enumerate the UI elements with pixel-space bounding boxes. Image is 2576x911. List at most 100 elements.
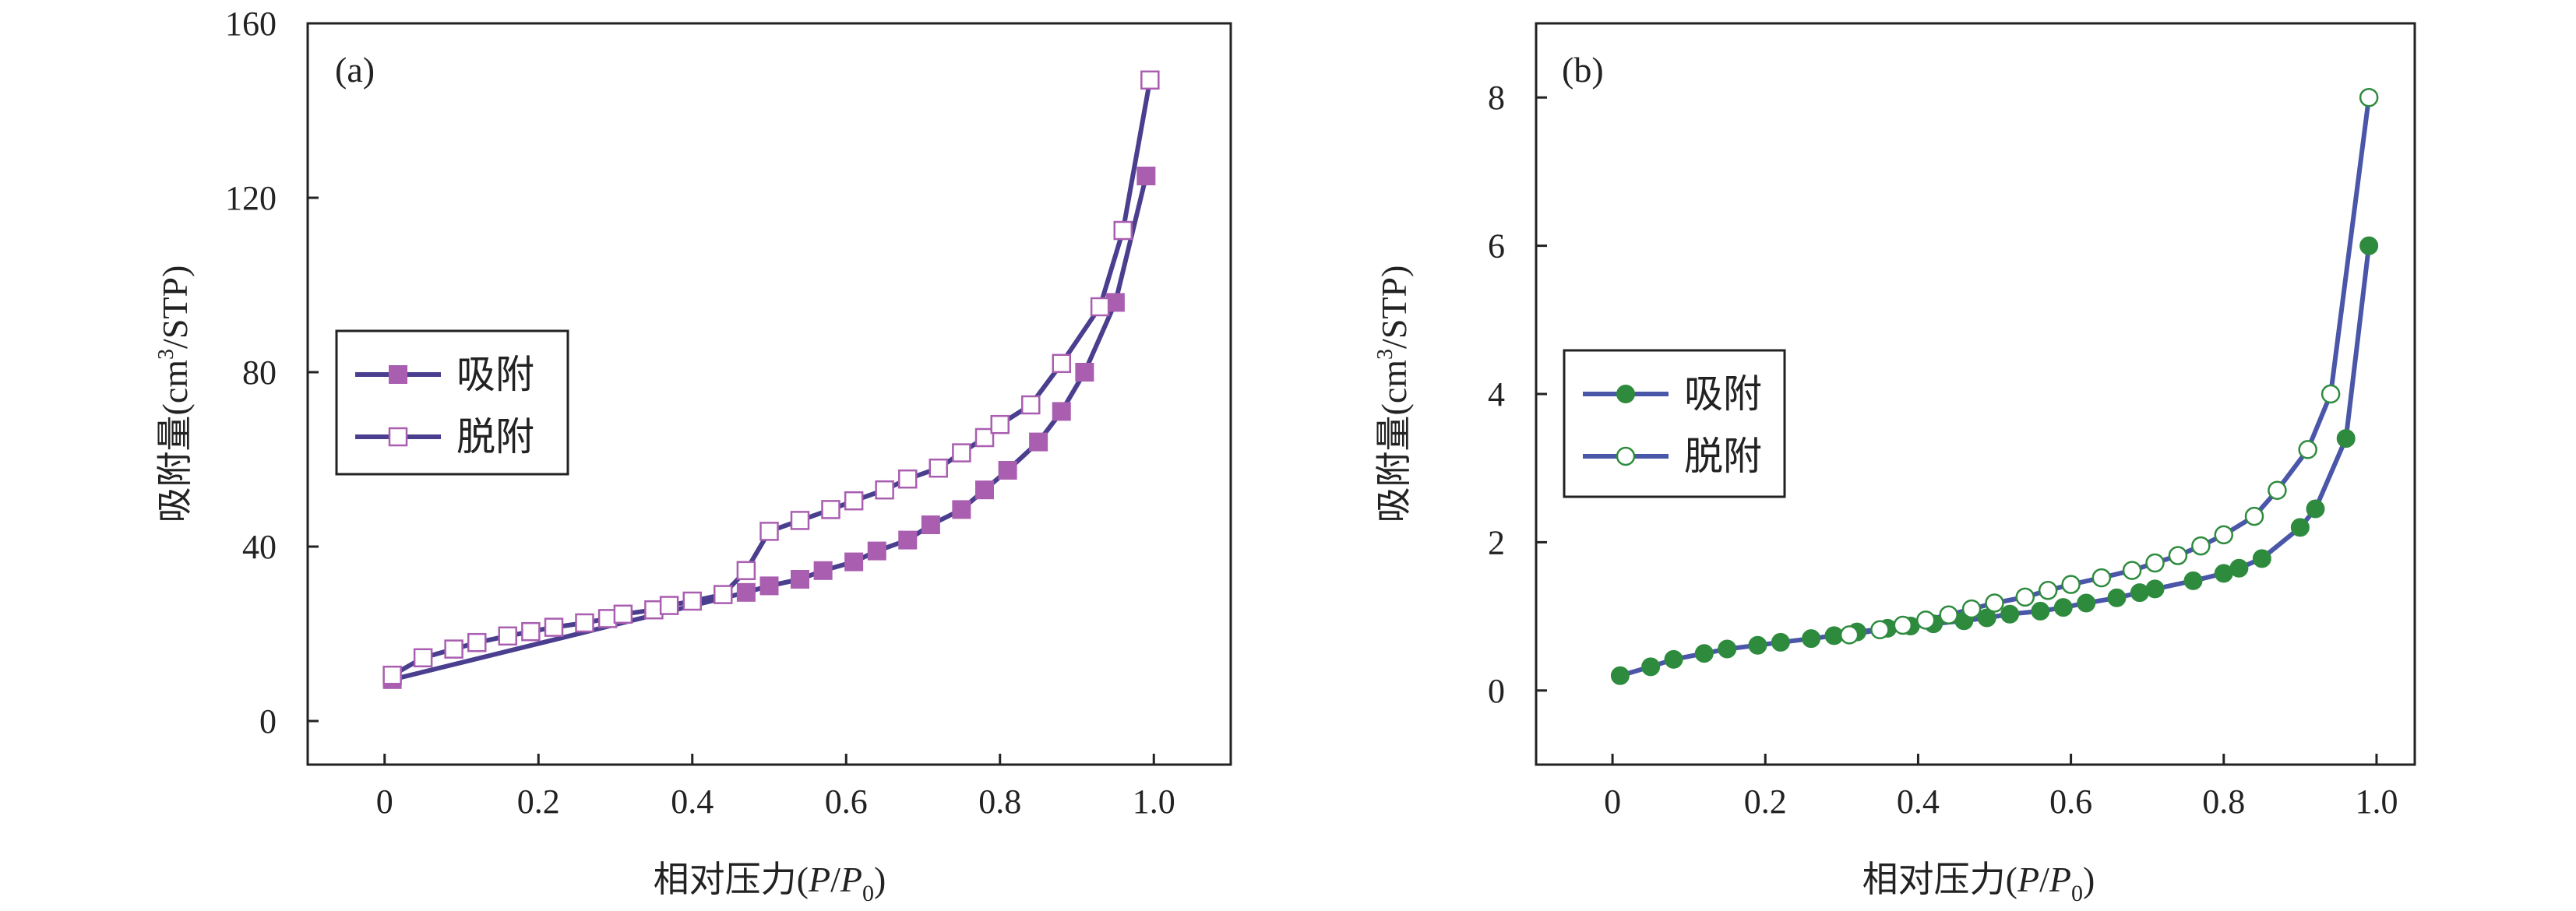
desorption-point-18	[2298, 440, 2317, 459]
adsorption-point-4	[1718, 639, 1737, 659]
desorption-point-2	[1893, 615, 1913, 635]
adsorption-point-3	[1694, 644, 1714, 663]
adsorption-point-17	[2053, 598, 2073, 617]
desorption-point-6	[1985, 593, 2004, 613]
y-tick-label: 0	[1488, 672, 1505, 710]
adsorption-point-22	[2183, 571, 2203, 590]
adsorption-point-5	[1748, 635, 1767, 655]
adsorption-point-13	[1052, 402, 1071, 421]
adsorption-point-10	[975, 480, 994, 500]
adsorption-point-28	[2336, 429, 2356, 448]
y-tick-label: 8	[1488, 79, 1505, 117]
desorption-point-20	[898, 469, 918, 489]
y-tick-label: 0	[259, 702, 277, 740]
x-axis-label-b: 相对压力(P/P0)	[1862, 860, 2095, 906]
adsorption-point-0	[1610, 666, 1630, 685]
adsorption-point-2	[759, 576, 779, 596]
desorption-point-27	[1090, 297, 1110, 317]
legend-label-adsorption: 吸附	[456, 353, 534, 396]
desorption-point-14	[2191, 536, 2211, 556]
legend-label-desorption: 脱附	[456, 415, 534, 459]
desorption-point-0	[1839, 625, 1859, 645]
y-tick-label: 6	[1488, 227, 1505, 266]
desorption-point-21	[929, 458, 948, 478]
desorption-point-11	[2122, 561, 2142, 580]
x-tick-label: 1.0	[1133, 783, 1175, 821]
desorption-point-0	[382, 665, 402, 685]
y-tick-label: 80	[242, 353, 277, 392]
legend-desorption-point-0	[388, 427, 408, 447]
desorption-point-24	[990, 414, 1010, 434]
desorption-point-4	[498, 626, 517, 646]
y-tick-label: 120	[225, 179, 277, 217]
desorption-point-19	[875, 480, 894, 500]
desorption-point-3	[1915, 610, 1936, 630]
adsorption-point-6	[867, 541, 886, 561]
adsorption-point-12	[1029, 432, 1048, 452]
x-tick-label: 0.6	[825, 783, 868, 821]
x-tick-label: 0.8	[978, 783, 1021, 821]
desorption-point-12	[682, 591, 702, 611]
legend-label-desorption: 脱附	[1684, 434, 1762, 478]
adsorption-point-16	[1136, 167, 1156, 185]
adsorption-point-24	[2229, 558, 2249, 578]
desorption-point-15	[2214, 525, 2234, 545]
x-tick-label: 0.4	[1897, 783, 1940, 821]
adsorption-point-1	[736, 582, 756, 602]
x-tick-label: 0.2	[517, 783, 560, 821]
desorption-point-13	[2168, 546, 2188, 565]
desorption-point-26	[1052, 353, 1071, 374]
adsorption-point-21	[2145, 579, 2165, 599]
chart-panel-a: (a) 0 0.2 0.4 0.6 0.8 1.0 0 40 80 120 160 吸附量(cm3/…	[154, 5, 1232, 906]
desorption-point-15	[759, 522, 779, 541]
adsorption-point-3	[791, 570, 809, 589]
adsorption-point-15	[2000, 604, 2020, 624]
desorption-point-29	[1140, 70, 1160, 90]
desorption-point-19	[2321, 384, 2341, 404]
x-axis-label-a: 相对压力(P/P0)	[654, 860, 886, 906]
desorption-point-4	[1939, 605, 1958, 624]
desorption-point-1	[1870, 620, 1890, 639]
legend-adsorption-point-0	[389, 365, 407, 384]
adsorption-point-9	[952, 500, 971, 519]
ticks-a: 0 0.2 0.4 0.6 0.8 1.0 0 40 80 120 160	[225, 5, 1175, 821]
adsorption-point-7	[1802, 629, 1821, 649]
desorption-point-7	[575, 613, 594, 633]
x-tick-label: 0.8	[2202, 783, 2245, 821]
desorption-point-11	[659, 596, 679, 615]
x-tick-label: 1.0	[2355, 783, 2398, 821]
series-line-desorption	[1847, 95, 2372, 638]
desorption-point-17	[2268, 480, 2287, 501]
desorption-point-28	[1113, 220, 1133, 241]
desorption-point-9	[613, 604, 633, 624]
x-tick-label: 0	[1604, 783, 1621, 821]
adsorption-point-18	[2077, 593, 2096, 613]
adsorption-point-25	[2252, 549, 2271, 568]
adsorption-point-4	[813, 561, 833, 580]
y-tick-label: 2	[1488, 523, 1505, 561]
y-axis-label-b: 吸附量(cm3/STP)	[1373, 266, 1414, 523]
series-markers-a	[382, 70, 1160, 689]
adsorption-point-2	[1664, 649, 1683, 669]
x-tick-label: 0.6	[2049, 783, 2092, 821]
series-markers-b	[1610, 87, 2379, 685]
y-tick-label: 4	[1488, 375, 1505, 413]
desorption-point-5	[1961, 599, 1982, 619]
desorption-point-9	[2061, 575, 2081, 594]
desorption-point-2	[444, 639, 463, 659]
adsorption-point-7	[898, 530, 918, 550]
adsorption-point-8	[921, 515, 940, 534]
desorption-point-22	[952, 443, 971, 463]
desorption-point-25	[1021, 395, 1041, 415]
adsorption-point-1	[1641, 657, 1661, 677]
desorption-point-8	[2038, 581, 2058, 600]
desorption-point-5	[521, 621, 541, 642]
desorption-point-18	[844, 491, 864, 511]
adsorption-point-20	[2130, 583, 2149, 603]
x-tick-label: 0.4	[671, 783, 714, 821]
adsorption-point-6	[1771, 632, 1790, 652]
desorption-point-16	[2244, 506, 2264, 526]
adsorption-point-14	[1075, 363, 1094, 382]
